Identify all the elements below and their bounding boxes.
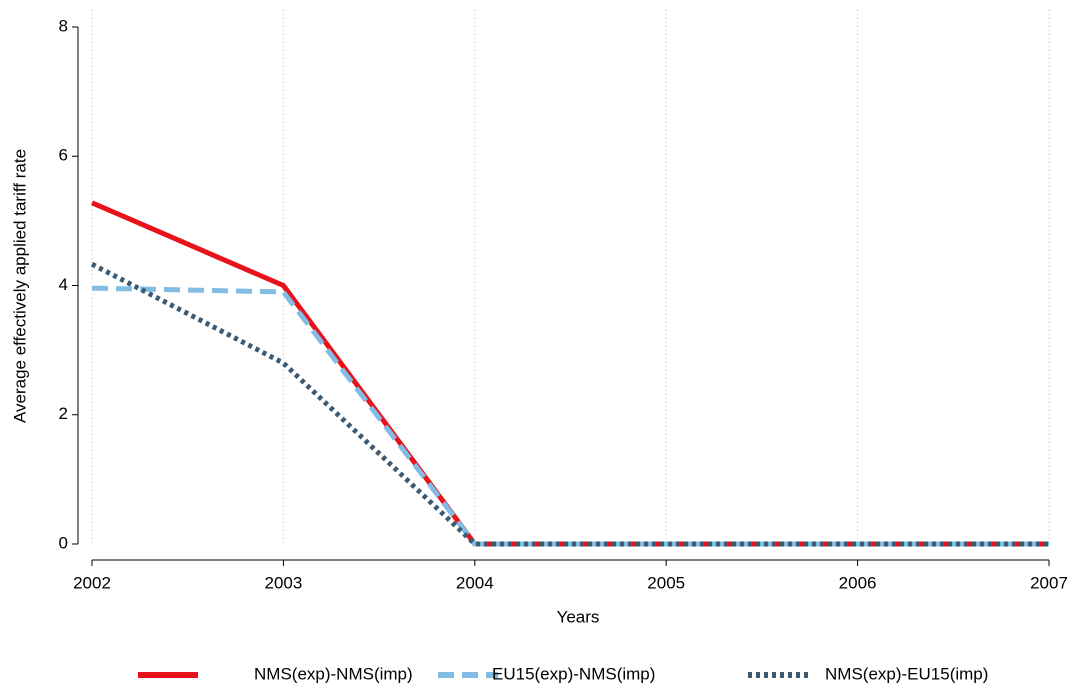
x-tick-label: 2003 xyxy=(264,573,302,592)
series-line xyxy=(91,200,1049,547)
x-tick-label: 2002 xyxy=(73,573,111,592)
x-tick-label: 2006 xyxy=(839,573,877,592)
y-axis-label: Average effectively applied tariff rate xyxy=(10,149,29,423)
y-tick-label: 2 xyxy=(59,404,68,423)
series-line xyxy=(91,285,1049,547)
x-tick-label: 2004 xyxy=(456,573,494,592)
x-axis-label: Years xyxy=(557,607,600,626)
y-tick-label: 4 xyxy=(59,275,68,294)
x-tick-label: 2007 xyxy=(1030,573,1068,592)
legend-label: NMS(exp)-NMS(imp) xyxy=(254,664,413,683)
y-tick-label: 8 xyxy=(59,16,68,35)
legend-label: NMS(exp)-EU15(imp) xyxy=(825,664,988,683)
x-tick-label: 2005 xyxy=(647,573,685,592)
y-tick-label: 6 xyxy=(59,146,68,165)
y-tick-label: 0 xyxy=(59,533,68,552)
legend-label: EU15(exp)-NMS(imp) xyxy=(492,664,655,683)
series-line xyxy=(90,261,1049,547)
